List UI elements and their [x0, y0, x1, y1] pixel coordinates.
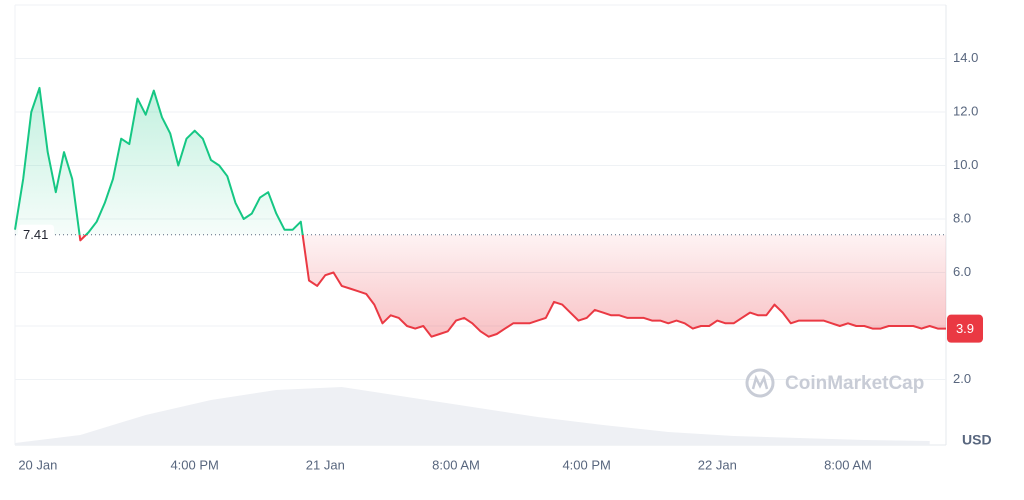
price-line [14, 86, 946, 338]
x-tick-label: 20 Jan [18, 457, 57, 472]
last-price-label: 3.9 [956, 321, 974, 336]
x-tick-label: 22 Jan [698, 457, 737, 472]
watermark: CoinMarketCap [785, 373, 924, 394]
volume-area [15, 387, 930, 445]
x-tick-label: 4:00 PM [170, 457, 218, 472]
y-tick-label: 12.0 [953, 103, 978, 118]
y-tick-label: 2.0 [953, 371, 971, 386]
baseline-label-box [18, 224, 54, 245]
y-tick-label: 8.0 [953, 210, 971, 225]
y-axis-label: USD [962, 432, 992, 448]
price-area [15, 87, 946, 337]
y-tick-label: 10.0 [953, 157, 978, 172]
y-tick-label: 14.0 [953, 50, 978, 65]
baseline-label: 7.41 [23, 227, 48, 242]
x-tick-label: 8:00 AM [432, 457, 480, 472]
y-tick-label: 6.0 [953, 264, 971, 279]
x-tick-label: 21 Jan [306, 457, 345, 472]
watermark-logo [745, 368, 775, 398]
x-tick-label: 4:00 PM [562, 457, 610, 472]
last-price-box [947, 314, 983, 343]
x-tick-label: 8:00 AM [824, 457, 872, 472]
